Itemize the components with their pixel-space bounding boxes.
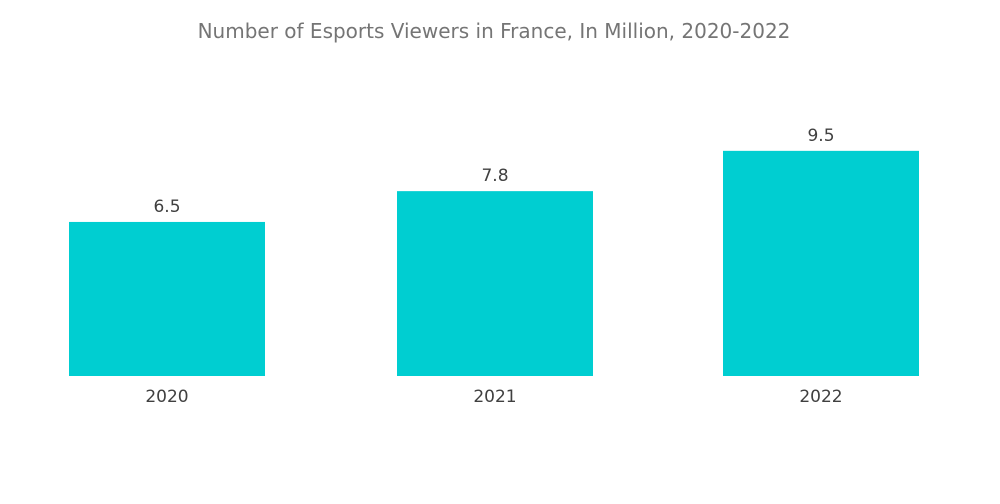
data-labels-layer: 6.5 7.8 9.5 — [153, 126, 834, 217]
data-label-2021: 7.8 — [481, 166, 508, 186]
bar-2021 — [397, 191, 593, 376]
bar-2020 — [69, 221, 265, 376]
x-tick-label-2020: 2020 — [145, 387, 188, 407]
chart-title: Number of Esports Viewers in France, In … — [198, 19, 791, 43]
x-axis-tick-labels: 2020 2021 2022 — [145, 387, 842, 407]
data-label-2022: 9.5 — [807, 126, 834, 146]
x-tick-label-2021: 2021 — [473, 387, 516, 407]
bar-2022 — [723, 150, 919, 376]
data-label-2020: 6.5 — [153, 197, 180, 217]
bars-layer — [69, 150, 919, 376]
x-tick-label-2022: 2022 — [799, 387, 842, 407]
